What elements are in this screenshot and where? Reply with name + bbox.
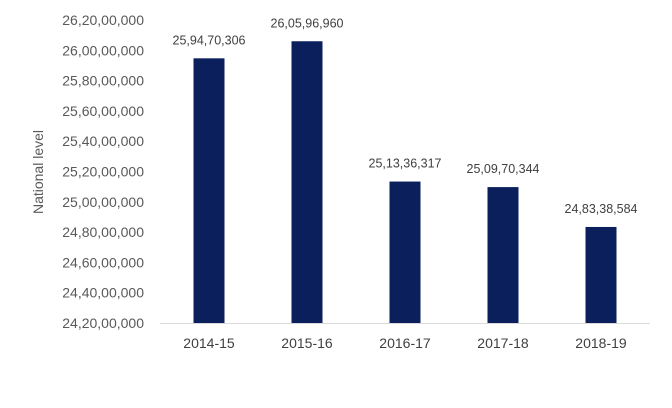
data-labels: 25,94,70,306 26,05,96,960 25,13,36,317 25,0… <box>173 16 638 216</box>
y-tick-label: 25,40,00,000 <box>62 133 144 149</box>
bar <box>487 187 519 323</box>
y-tick-label: 25,60,00,000 <box>62 103 144 119</box>
data-label: 25,09,70,344 <box>467 162 540 176</box>
x-tick-label: 2014-15 <box>183 335 235 351</box>
x-tick-label: 2015-16 <box>281 335 333 351</box>
x-tick-label: 2018-19 <box>575 335 627 351</box>
data-label: 24,83,38,584 <box>565 202 638 216</box>
y-tick-label: 26,00,00,000 <box>62 42 144 58</box>
y-tick-label: 25,20,00,000 <box>62 164 144 180</box>
x-tick-label: 2017-18 <box>477 335 529 351</box>
y-tick-label: 24,20,00,000 <box>62 315 144 331</box>
bar <box>585 226 617 323</box>
data-label: 25,13,36,317 <box>369 157 442 171</box>
y-tick-label: 24,40,00,000 <box>62 285 144 301</box>
bar <box>193 58 225 324</box>
y-tick-label: 26,20,00,000 <box>62 12 144 28</box>
x-tick-label: 2016-17 <box>379 335 431 351</box>
y-tick-label: 25,80,00,000 <box>62 73 144 89</box>
data-label: 26,05,96,960 <box>271 16 344 30</box>
y-tick-label: 24,60,00,000 <box>62 254 144 270</box>
y-axis-ticks: 24,20,00,000 24,40,00,000 24,60,00,000 24,8… <box>62 12 144 331</box>
data-label: 25,94,70,306 <box>173 33 246 47</box>
y-axis-label: National level <box>30 130 46 214</box>
bar <box>389 181 421 323</box>
bars <box>193 41 617 324</box>
y-tick-label: 24,80,00,000 <box>62 224 144 240</box>
bar <box>291 41 323 324</box>
x-axis-ticks: 2014-15 2015-16 2016-17 2017-18 2018-19 <box>183 335 627 351</box>
y-tick-label: 25,00,00,000 <box>62 194 144 210</box>
